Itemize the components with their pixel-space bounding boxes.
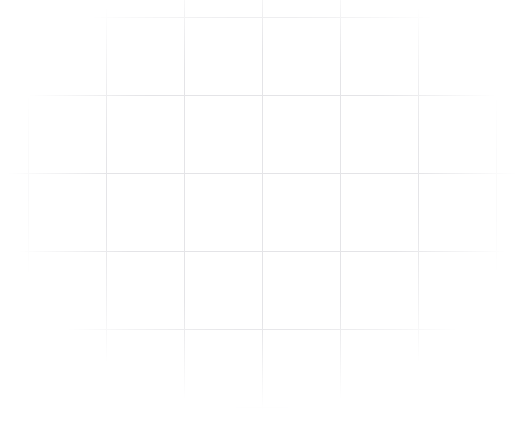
grid-line-vertical [28, 0, 29, 435]
grid-line-vertical [106, 0, 107, 435]
grid-line-horizontal [0, 95, 523, 96]
grid-line-horizontal [0, 407, 523, 408]
grid-line-vertical [496, 0, 497, 435]
grid-line-vertical [262, 0, 263, 435]
grid-line-vertical [340, 0, 341, 435]
grid-line-horizontal [0, 329, 523, 330]
grid-line-vertical [418, 0, 419, 435]
grid-line-horizontal [0, 173, 523, 174]
grid-line-vertical [184, 0, 185, 435]
grid-line-horizontal [0, 17, 523, 18]
grid-line-horizontal [0, 251, 523, 252]
